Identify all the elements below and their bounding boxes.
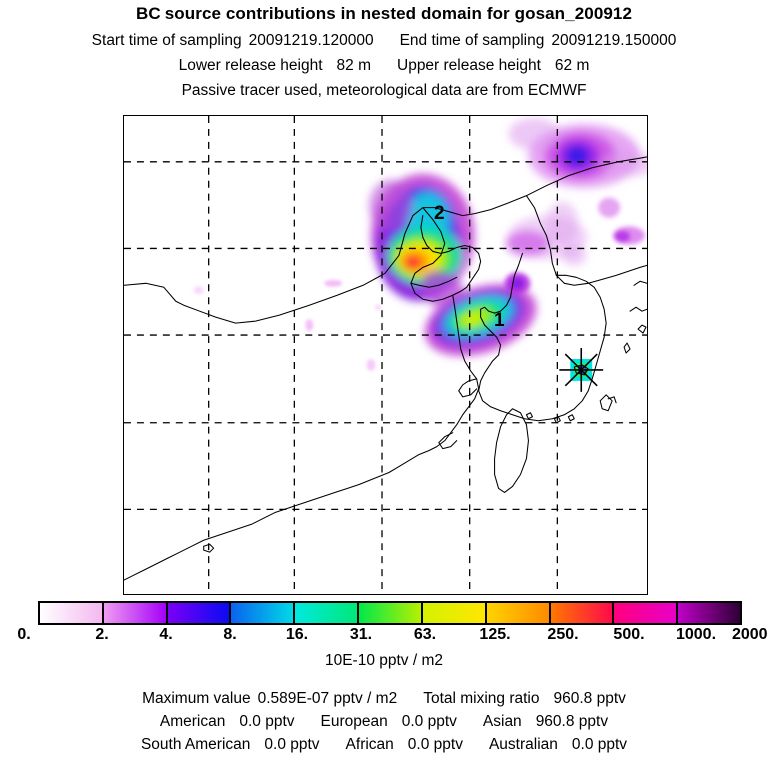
page-title: BC source contributions in nested domain … [0, 4, 768, 24]
end-time-value: 20091219.150000 [551, 32, 677, 49]
plume-spot-nkorea-field [613, 226, 646, 245]
coastline-overlay [124, 156, 647, 581]
colorbar-tick: 500. [613, 626, 645, 643]
region-value-australian: 0.0 pptv [571, 736, 628, 753]
region-value-european: 0.0 pptv [401, 713, 457, 730]
page-title-prefix: BC [135, 4, 161, 23]
colorbar-segment [293, 603, 358, 623]
colorbar-segment [165, 603, 230, 623]
region-value-american: 0.0 pptv [239, 713, 295, 730]
region-name-european: European [320, 713, 388, 730]
colorbar-segment [357, 603, 421, 623]
page-title-main: source contributions in nested domain fo… [164, 4, 633, 23]
region-value-african: 0.0 pptv [407, 736, 463, 753]
region-value-asian: 960.8 pptv [535, 713, 609, 730]
max-value: 0.589E-07 pptv / m2 [257, 690, 398, 707]
upper-release-value: 62 m [554, 57, 590, 74]
colorbar-unit-label: 10E-10 pptv / m2 [324, 652, 444, 669]
colorbar [38, 601, 742, 625]
start-time-value: 20091219.120000 [248, 32, 374, 49]
plume-trace-specks [193, 279, 382, 371]
colorbar-tick: 4. [159, 626, 173, 643]
map-gridlines [124, 116, 647, 594]
colorbar-segment [612, 603, 677, 623]
lower-release-label: Lower release height [178, 57, 323, 74]
colorbar-segment [420, 603, 485, 623]
total-mixing-ratio-label: Total mixing ratio [423, 690, 540, 707]
max-value-label: Maximum value [142, 690, 251, 707]
colorbar-segment [101, 603, 166, 623]
upper-release-label: Upper release height [397, 57, 541, 74]
plume-cluster-2-field [369, 173, 475, 311]
summary-row-max: Maximum value 0.589E-07 pptv / m2 Total mi… [0, 690, 768, 708]
plume-cluster-northeast-field [508, 117, 647, 188]
lower-release-value: 82 m [336, 57, 371, 74]
region-name-american: American [159, 713, 226, 730]
region-name-south-american: South American [140, 736, 251, 753]
colorbar-tick-labels: 0. 2. 4. 8. 16. 31. 63. 125. 250. 500. 1… [0, 626, 768, 646]
region-name-asian: Asian [482, 713, 522, 730]
colorbar-segment [548, 603, 613, 623]
colorbar-tick: 31. [349, 626, 373, 643]
summary-row-regions-1: American 0.0 pptv European 0.0 pptv Asian 960… [0, 713, 768, 731]
plume-label-1: 1 [494, 310, 505, 331]
colorbar-tick: 1000. [675, 626, 717, 643]
colorbar-tick: 2000. [731, 626, 768, 643]
colorbar-tick: 125. [479, 626, 511, 643]
region-name-australian: Australian [488, 736, 558, 753]
total-mixing-ratio-value: 960.8 pptv [553, 690, 626, 707]
region-name-african: African [345, 736, 394, 753]
tracer-note: Passive tracer used, meteorological data… [181, 82, 587, 99]
colorbar-tick: 63. [413, 626, 437, 643]
colorbar-tick: 0. [17, 626, 31, 643]
colorbar-segment [484, 603, 549, 623]
receptor-star-marker[interactable] [124, 116, 647, 594]
release-height-row: Lower release height 82 m Upper release he… [0, 57, 768, 75]
plume-label-2: 2 [434, 203, 445, 224]
map-panel: 2 1 [123, 115, 648, 595]
region-value-south-american: 0.0 pptv [264, 736, 320, 753]
colorbar-segment [676, 603, 740, 623]
end-time-label: End time of sampling [399, 32, 545, 49]
colorbar-tick: 2. [95, 626, 109, 643]
colorbar-tick: 16. [285, 626, 309, 643]
colorbar-segment [40, 603, 102, 623]
colorbar-segment [229, 603, 294, 623]
start-time-label: Start time of sampling [91, 32, 242, 49]
plume-spot-bohai-east-field [598, 197, 621, 218]
sampling-time-row: Start time of sampling 20091219.120000 End… [0, 32, 768, 50]
summary-row-regions-2: South American 0.0 pptv African 0.0 pptv Aus… [0, 736, 768, 754]
colorbar-tick: 8. [223, 626, 237, 643]
colorbar-tick: 250. [547, 626, 579, 643]
